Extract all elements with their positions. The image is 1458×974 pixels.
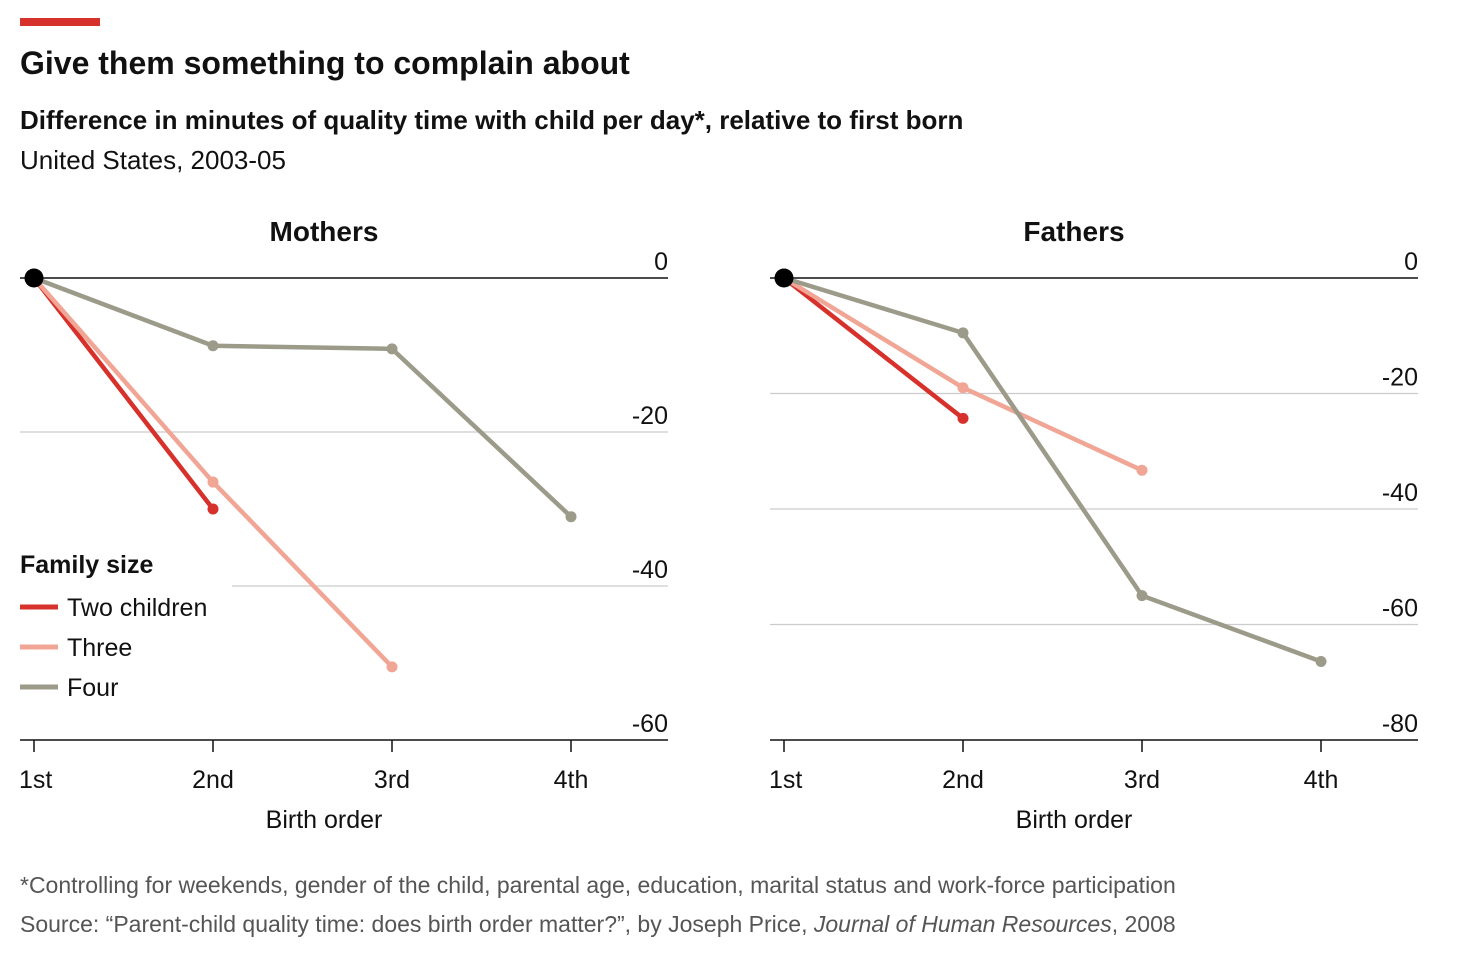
x-tick-label: 2nd — [942, 766, 984, 794]
source: Source: “Parent-child quality time: does… — [20, 911, 1176, 937]
point — [386, 343, 398, 355]
x-axis-label: Birth order — [1016, 806, 1133, 834]
source-text: Source: “Parent-child quality time: does… — [20, 911, 814, 937]
footnote: *Controlling for weekends, gender of the… — [20, 872, 1176, 898]
point — [1136, 590, 1148, 602]
legend-title: Family size — [20, 551, 153, 579]
point — [565, 511, 577, 523]
x-tick-label: 4th — [554, 766, 589, 794]
panel-title: Fathers — [1023, 216, 1124, 247]
legend-label: Three — [67, 634, 132, 662]
point — [386, 661, 398, 673]
y-tick-label: -20 — [632, 402, 668, 430]
panel-title: Mothers — [270, 216, 379, 247]
subtitle2: United States, 2003-05 — [20, 145, 286, 175]
y-tick-label: -60 — [632, 710, 668, 738]
x-tick-label: 3rd — [374, 766, 410, 794]
point — [957, 382, 969, 394]
point — [957, 327, 969, 339]
point — [207, 476, 219, 488]
legend-bg — [14, 540, 232, 710]
y-tick-label: -80 — [1382, 710, 1418, 738]
point — [207, 340, 219, 352]
series-line — [783, 275, 1322, 664]
y-tick-label: 0 — [654, 248, 668, 276]
subtitle: Difference in minutes of quality time wi… — [20, 105, 963, 135]
point — [1315, 655, 1327, 667]
source-journal: Journal of Human Resources — [813, 911, 1112, 937]
y-tick-label: -40 — [632, 556, 668, 584]
point — [207, 503, 219, 515]
x-axis-label: Birth order — [266, 806, 383, 834]
series-line — [782, 276, 965, 421]
accent-bar — [20, 18, 100, 26]
series-line — [32, 276, 215, 511]
y-tick-label: -40 — [1382, 479, 1418, 507]
source-year: , 2008 — [1112, 911, 1176, 937]
point — [957, 412, 969, 424]
legend-label: Four — [67, 674, 118, 702]
x-tick-label: 1st — [19, 766, 52, 794]
x-tick-label: 2nd — [192, 766, 234, 794]
series-line — [33, 275, 573, 519]
point — [1136, 464, 1148, 476]
y-tick-label: -20 — [1382, 364, 1418, 392]
origin-point — [24, 268, 44, 288]
chart-title: Give them something to complain about — [20, 45, 630, 81]
y-tick-label: 0 — [1404, 248, 1418, 276]
series-line — [782, 276, 1143, 473]
x-tick-label: 4th — [1304, 766, 1339, 794]
legend-label: Two children — [67, 594, 207, 622]
x-tick-label: 3rd — [1124, 766, 1160, 794]
y-tick-label: -60 — [1382, 595, 1418, 623]
origin-point — [774, 268, 794, 288]
x-tick-label: 1st — [769, 766, 802, 794]
